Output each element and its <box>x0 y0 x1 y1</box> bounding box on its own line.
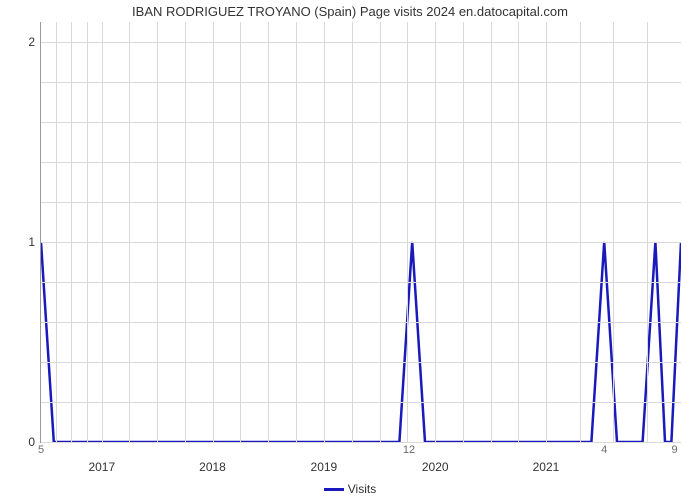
grid-line-v-minor <box>87 22 88 442</box>
x-tick-label: 2019 <box>311 460 338 474</box>
legend-label: Visits <box>348 482 376 496</box>
legend-swatch <box>324 488 344 491</box>
grid-line-h-minor <box>41 362 681 363</box>
y-tick-label: 1 <box>28 235 35 249</box>
grid-line-v <box>102 22 103 442</box>
grid-line-v <box>546 22 547 442</box>
visits-line <box>41 22 681 442</box>
grid-line-h-minor <box>41 122 681 123</box>
grid-line-v-minor <box>56 22 57 442</box>
x-secondary-label: 9 <box>672 444 678 456</box>
grid-line-h-minor <box>41 82 681 83</box>
x-tick-label: 2021 <box>533 460 560 474</box>
grid-line-v-minor <box>491 22 492 442</box>
grid-line-v-minor <box>463 22 464 442</box>
grid-line-v-minor <box>185 22 186 442</box>
grid-line-v-minor <box>71 22 72 442</box>
grid-line-h <box>41 442 681 443</box>
grid-line-v-minor <box>268 22 269 442</box>
grid-line-v-minor <box>518 22 519 442</box>
x-secondary-label: 12 <box>403 444 415 456</box>
grid-line-v-minor <box>647 22 648 442</box>
grid-line-h <box>41 42 681 43</box>
x-secondary-label: 5 <box>38 444 44 456</box>
grid-line-v <box>324 22 325 442</box>
grid-line-h-minor <box>41 202 681 203</box>
grid-line-v <box>213 22 214 442</box>
x-tick-label: 2018 <box>199 460 226 474</box>
grid-line-v-minor <box>157 22 158 442</box>
grid-line-v-minor <box>380 22 381 442</box>
plot-area: 0122017201820192020202151249 <box>40 22 681 443</box>
legend: Visits <box>0 482 700 496</box>
y-tick-label: 0 <box>28 435 35 449</box>
y-tick-label: 2 <box>28 35 35 49</box>
x-tick-label: 2020 <box>422 460 449 474</box>
chart-title: IBAN RODRIGUEZ TROYANO (Spain) Page visi… <box>0 4 700 19</box>
grid-line-v <box>435 22 436 442</box>
grid-line-v-minor <box>580 22 581 442</box>
grid-line-h <box>41 242 681 243</box>
grid-line-v-minor <box>613 22 614 442</box>
grid-line-v-minor <box>296 22 297 442</box>
grid-line-v-minor <box>407 22 408 442</box>
grid-line-h-minor <box>41 282 681 283</box>
x-tick-label: 2017 <box>88 460 115 474</box>
grid-line-v-minor <box>240 22 241 442</box>
grid-line-v-minor <box>129 22 130 442</box>
grid-line-h-minor <box>41 162 681 163</box>
grid-line-h-minor <box>41 402 681 403</box>
x-secondary-label: 4 <box>601 444 607 456</box>
grid-line-h-minor <box>41 322 681 323</box>
grid-line-v-minor <box>352 22 353 442</box>
